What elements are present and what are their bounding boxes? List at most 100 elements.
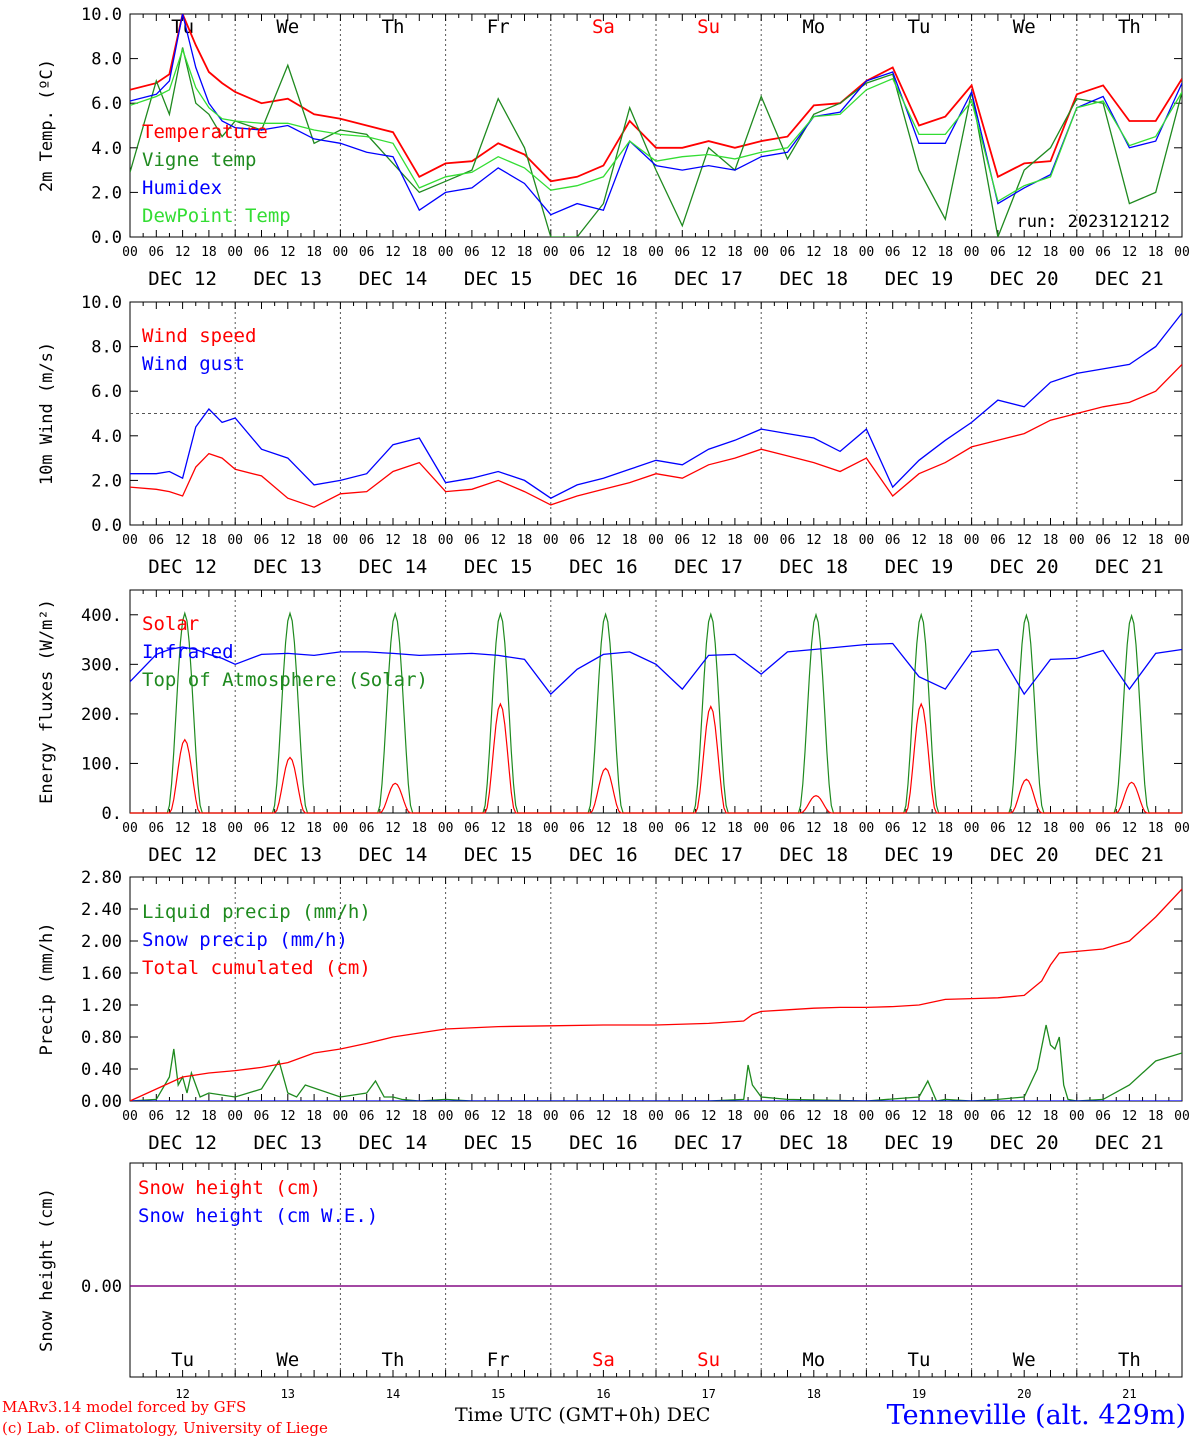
panel2-hour-label: 06 <box>885 533 901 548</box>
panel3-hour-label: 00 <box>227 821 243 836</box>
panel2-y-tick-label: 6.0 <box>91 382 122 402</box>
panel2-hour-label: 18 <box>727 533 743 548</box>
panel3-legend-infrared: Infrared <box>142 641 234 663</box>
panel1-weekday-label: Sa <box>592 16 615 38</box>
panel4-hour-label: 00 <box>964 1109 980 1124</box>
panel2-hour-label: 00 <box>333 533 349 548</box>
panel3-date-label: DEC 19 <box>885 844 954 866</box>
panel1-date-label: DEC 17 <box>674 268 743 290</box>
panel3-hour-label: 18 <box>411 821 427 836</box>
panel4-hour-label: 12 <box>490 1109 506 1124</box>
panel3-legend-solar: Solar <box>142 613 199 635</box>
panel3-y-tick-label: 400. <box>81 606 122 626</box>
panel2-hour-label: 18 <box>517 533 533 548</box>
panel1-hour-label: 18 <box>1043 245 1059 260</box>
panel4-y-tick-label: 2.00 <box>81 932 122 952</box>
panel4-y-tick-label: 2.40 <box>81 900 122 920</box>
panel4-y-tick-label: 1.20 <box>81 996 122 1016</box>
panel1-hour-label: 00 <box>122 245 138 260</box>
panel5-weekday-label: We <box>276 1349 299 1371</box>
panel1-hour-label: 00 <box>543 245 559 260</box>
panel2-hour-label: 06 <box>990 533 1006 548</box>
panel4-hour-label: 18 <box>201 1109 217 1124</box>
panel4-hour-label: 00 <box>1174 1109 1190 1124</box>
panel1-date-label: DEC 16 <box>569 268 638 290</box>
panel4-hour-label: 12 <box>596 1109 612 1124</box>
panel4-hour-label: 18 <box>411 1109 427 1124</box>
panel4-hour-label: 12 <box>806 1109 822 1124</box>
panel2-legend-wind-gust: Wind gust <box>142 353 245 375</box>
panel3-hour-label: 00 <box>648 821 664 836</box>
panel4-hour-label: 00 <box>859 1109 875 1124</box>
panel4-hour-label: 00 <box>1069 1109 1085 1124</box>
panel5-weekday-label: Tu <box>908 1349 931 1371</box>
panel1-hour-label: 06 <box>148 245 164 260</box>
panel1-hour-label: 12 <box>1016 245 1032 260</box>
panel4-hour-label: 18 <box>1148 1109 1164 1124</box>
panel4-y-tick-label: 0.00 <box>81 1092 122 1112</box>
panel3-hour-label: 12 <box>1122 821 1138 836</box>
panel1-hour-label: 12 <box>490 245 506 260</box>
panel3-hour-label: 12 <box>1016 821 1032 836</box>
panel4-hour-label: 18 <box>1043 1109 1059 1124</box>
panel4-series-liquid-precip-mm-h <box>130 1024 1182 1101</box>
panel2-hour-label: 18 <box>1043 533 1059 548</box>
panel4-legend-snow-precip-mm-h: Snow precip (mm/h) <box>142 929 348 951</box>
panel2-hour-label: 06 <box>148 533 164 548</box>
panel1-weekday-label: Th <box>1118 16 1141 38</box>
panel1-hour-label: 06 <box>780 245 796 260</box>
panel1-y-tick-label: 4.0 <box>91 139 122 159</box>
panel1-legend-dewpoint-temp: DewPoint Temp <box>142 205 291 227</box>
panel4-hour-label: 06 <box>1095 1109 1111 1124</box>
panel5-weekday-label: Fr <box>487 1349 510 1371</box>
station-title: Tenneville (alt. 429m) <box>886 1400 1186 1431</box>
panel3-hour-label: 18 <box>306 821 322 836</box>
panel2-hour-label: 00 <box>227 533 243 548</box>
panel3-y-tick-label: 0. <box>102 804 122 824</box>
panel5-legend-snow-height-cm-w-e: Snow height (cm W.E.) <box>138 1205 378 1227</box>
panel2-hour-label: 00 <box>438 533 454 548</box>
panel2-y-tick-label: 10.0 <box>81 293 122 313</box>
panel1-weekday-label: Fr <box>487 16 510 38</box>
panel1-hour-label: 12 <box>280 245 296 260</box>
panel1-weekday-label: We <box>1013 16 1036 38</box>
panel3-hour-label: 18 <box>622 821 638 836</box>
panel4-hour-label: 12 <box>1122 1109 1138 1124</box>
panel5-weekday-label: We <box>1013 1349 1036 1371</box>
panel3-hour-label: 00 <box>859 821 875 836</box>
panel1-hour-label: 18 <box>411 245 427 260</box>
panel1-hour-label: 06 <box>254 245 270 260</box>
panel1-hour-label: 12 <box>596 245 612 260</box>
panel3-hour-label: 12 <box>175 821 191 836</box>
panel1-hour-label: 06 <box>990 245 1006 260</box>
panel2-hour-label: 06 <box>359 533 375 548</box>
panel3-hour-label: 18 <box>937 821 953 836</box>
panel1-hour-label: 12 <box>911 245 927 260</box>
panel1-hour-label: 00 <box>753 245 769 260</box>
panel5-day-number: 19 <box>912 1387 926 1400</box>
panel1-series-vigne-temp <box>130 47 1182 237</box>
panel5-weekday-label: Th <box>1118 1349 1141 1371</box>
panel4-hour-label: 00 <box>227 1109 243 1124</box>
panel4-hour-label: 18 <box>517 1109 533 1124</box>
panel1-hour-label: 00 <box>333 245 349 260</box>
panel4-series-total-cumulated-cm <box>130 888 1182 1101</box>
panel2-hour-label: 18 <box>622 533 638 548</box>
panel1-weekday-label: Mo <box>802 16 825 38</box>
panel3-hour-label: 00 <box>964 821 980 836</box>
panel4-hour-label: 12 <box>385 1109 401 1124</box>
panel4-hour-label: 00 <box>122 1109 138 1124</box>
panel1-hour-label: 18 <box>832 245 848 260</box>
panel4-date-label: DEC 15 <box>464 1132 533 1154</box>
panel2-date-label: DEC 12 <box>148 556 217 578</box>
panel4-y-tick-label: 0.40 <box>81 1060 122 1080</box>
panel4-hour-label: 18 <box>306 1109 322 1124</box>
panel1-hour-label: 06 <box>885 245 901 260</box>
panel2-y-tick-label: 0.0 <box>91 516 122 536</box>
panel1-hour-label: 12 <box>385 245 401 260</box>
panel5-legend-snow-height-cm: Snow height (cm) <box>138 1177 321 1199</box>
panel2-hour-label: 00 <box>543 533 559 548</box>
panel1-date-label: DEC 20 <box>990 268 1059 290</box>
panel1-hour-label: 06 <box>464 245 480 260</box>
panel1-hour-label: 12 <box>806 245 822 260</box>
